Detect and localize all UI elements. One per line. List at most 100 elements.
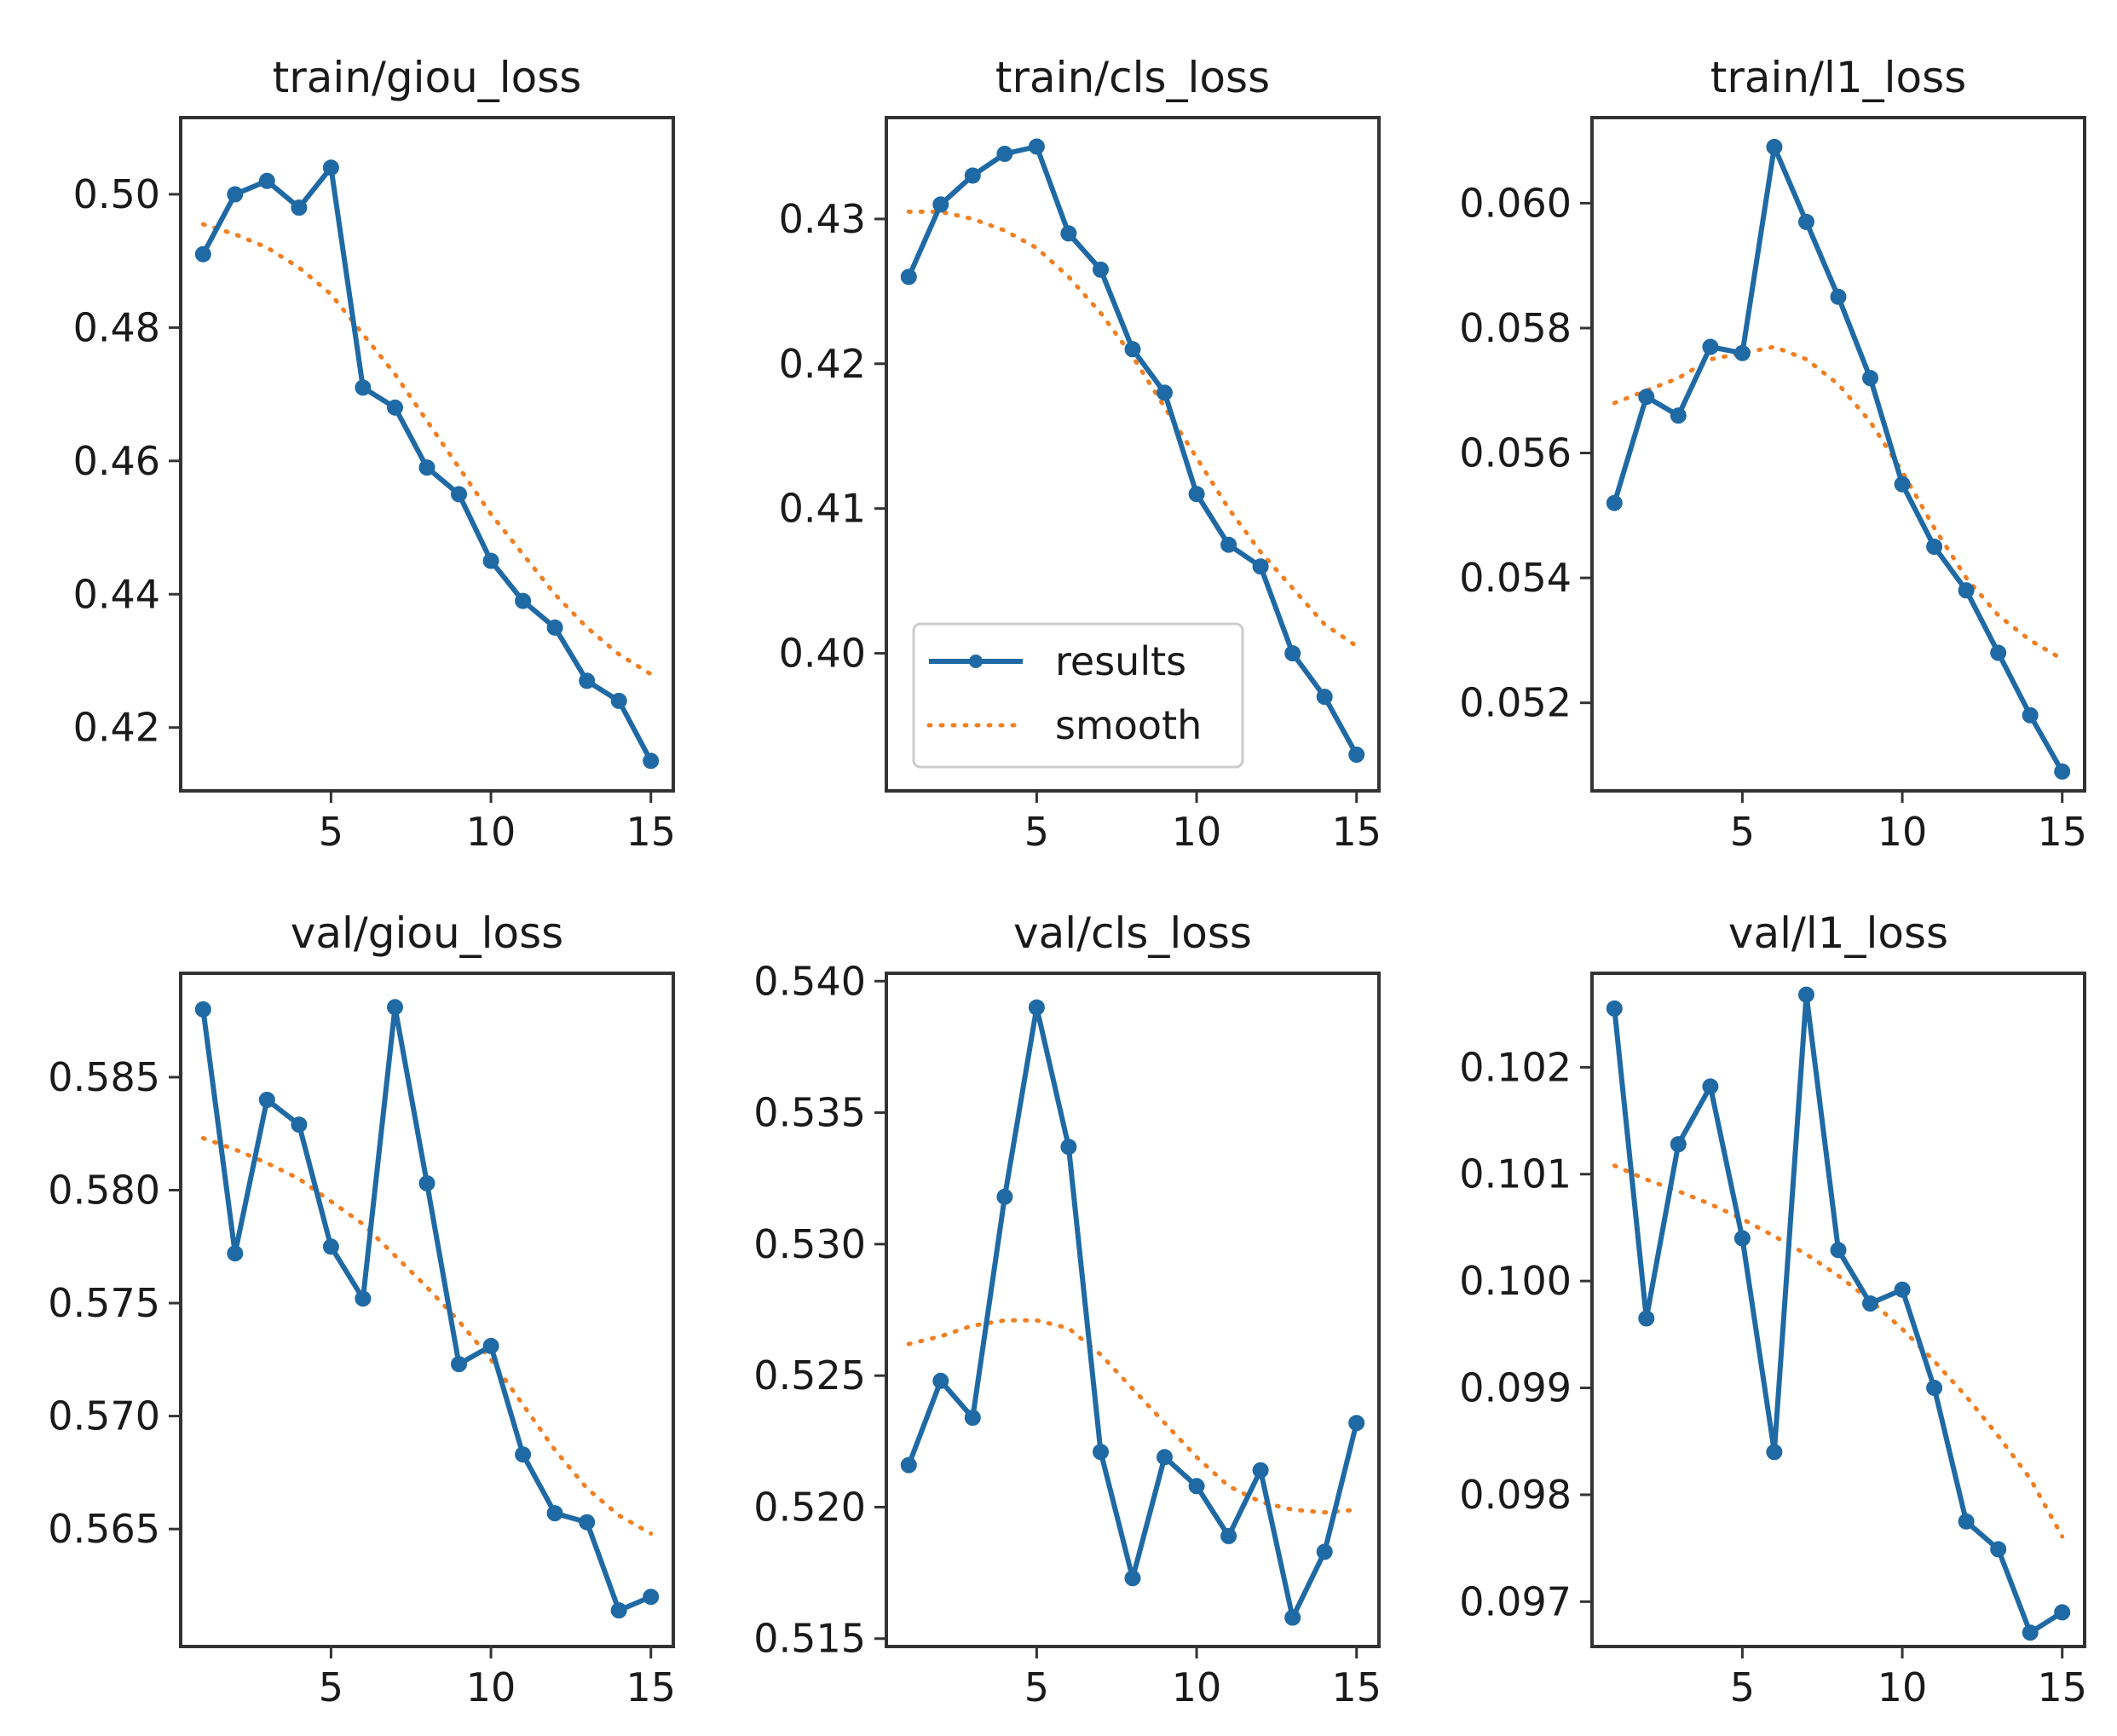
- y-tick-label: 0.580: [48, 1167, 160, 1213]
- x-tick-label: 10: [1172, 809, 1222, 855]
- y-tick-label: 0.101: [1459, 1151, 1572, 1197]
- y-tick-label: 0.565: [48, 1506, 160, 1552]
- data-point-results: [2054, 1604, 2071, 1621]
- data-point-results: [482, 552, 499, 569]
- data-point-results: [2054, 763, 2071, 780]
- data-point-results: [451, 1356, 467, 1373]
- data-point-results: [1157, 1449, 1173, 1466]
- chart-title: train/l1_loss: [1710, 53, 1967, 102]
- data-point-results: [900, 268, 917, 285]
- chart-title: val/cls_loss: [1013, 908, 1252, 958]
- data-point-results: [1060, 1139, 1077, 1156]
- data-point-results: [258, 1092, 275, 1108]
- chart-panel-6: val/l1_loss 0.097 0.098 0.099 0.100 0.101 0.10…: [1459, 908, 2087, 1710]
- x-tick-label: 15: [2037, 1664, 2087, 1710]
- data-point-results: [1638, 1310, 1655, 1327]
- y-tick-label: 0.570: [48, 1393, 160, 1439]
- data-point-results: [387, 399, 403, 416]
- data-point-results: [1766, 1444, 1783, 1461]
- data-point-results: [291, 199, 308, 216]
- chart-panel-2: train/cls_loss 0.40 0.41 0.42 0.43 5 10 15: [779, 53, 1382, 855]
- y-tick-label: 0.099: [1459, 1365, 1572, 1411]
- data-point-results: [1766, 138, 1783, 155]
- y-tick-label: 0.46: [73, 438, 160, 484]
- data-point-results: [258, 172, 275, 189]
- data-point-results: [355, 1290, 372, 1307]
- x-tick-label: 10: [1878, 1664, 1928, 1710]
- data-point-results: [1157, 384, 1173, 401]
- data-point-results: [1060, 225, 1077, 242]
- y-tick-label: 0.575: [48, 1280, 160, 1326]
- data-point-results: [964, 167, 981, 184]
- y-tick-label: 0.42: [779, 341, 866, 387]
- data-point-results: [932, 1372, 949, 1389]
- y-tick-label: 0.520: [753, 1484, 866, 1530]
- y-tick-label: 0.052: [1459, 680, 1572, 726]
- data-point-results: [996, 146, 1013, 162]
- axes-frame: [179, 116, 675, 793]
- data-point-results: [643, 1589, 660, 1606]
- x-tick-label: 5: [1024, 809, 1049, 855]
- y-tick-label: 0.100: [1459, 1258, 1572, 1304]
- y-tick-label: 0.42: [73, 705, 160, 751]
- x-tick-label: 10: [466, 809, 516, 855]
- data-point-results: [515, 1446, 532, 1463]
- data-point-results: [1316, 1543, 1333, 1560]
- data-point-results: [1093, 261, 1109, 278]
- data-point-results: [964, 1410, 981, 1426]
- data-point-results: [1733, 1230, 1751, 1247]
- data-point-results: [227, 186, 244, 203]
- chart-panel-5: val/cls_loss 0.515 0.520 0.525 0.530 0.535 0.5…: [753, 908, 1382, 1710]
- data-point-results: [515, 592, 532, 609]
- data-point-results: [418, 1175, 436, 1191]
- data-point-results: [1733, 344, 1751, 361]
- data-point-results: [355, 379, 372, 396]
- y-tick-label: 0.054: [1459, 555, 1572, 601]
- data-point-results: [1348, 747, 1365, 763]
- data-point-results: [1316, 689, 1333, 706]
- x-tick-label: 5: [1730, 1664, 1755, 1710]
- data-point-results: [322, 159, 339, 176]
- data-point-results: [1124, 341, 1141, 358]
- x-tick-label: 15: [2037, 809, 2087, 855]
- chart-title: train/giou_loss: [273, 53, 582, 102]
- data-point-results: [2022, 707, 2039, 724]
- data-point-results: [451, 486, 467, 503]
- legend-smooth-label: smooth: [1055, 702, 1202, 748]
- data-point-results: [1188, 486, 1205, 503]
- data-point-results: [1252, 1462, 1269, 1479]
- data-point-results: [1702, 338, 1719, 355]
- legend-results-label: results: [1055, 638, 1186, 684]
- x-tick-label: 5: [1730, 809, 1755, 855]
- data-point-results: [1926, 1380, 1943, 1396]
- data-point-results: [1830, 288, 1847, 305]
- data-point-results: [1670, 1136, 1687, 1153]
- data-point-results: [1670, 407, 1687, 424]
- data-point-results: [322, 1238, 339, 1255]
- axes-frame: [179, 972, 675, 1648]
- x-tick-label: 10: [1878, 809, 1928, 855]
- data-point-results: [1606, 1000, 1623, 1017]
- data-point-results: [1894, 476, 1911, 493]
- data-point-results: [1028, 999, 1045, 1016]
- data-point-results: [227, 1245, 244, 1262]
- data-point-results: [2022, 1624, 2039, 1641]
- data-point-results: [900, 1456, 917, 1474]
- data-point-results: [643, 753, 660, 770]
- x-tick-label: 5: [319, 1664, 343, 1710]
- y-tick-label: 0.098: [1459, 1472, 1572, 1518]
- data-point-results: [1990, 1541, 2007, 1558]
- chart-panel-1: train/giou_loss 0.42 0.44 0.46 0.48 0.50 5 10 15: [73, 53, 676, 855]
- y-tick-label: 0.525: [753, 1352, 866, 1399]
- data-point-results: [1606, 494, 1623, 511]
- y-tick-label: 0.41: [779, 486, 866, 532]
- data-point-results: [1894, 1281, 1911, 1298]
- data-point-results: [610, 692, 627, 709]
- chart-title: train/cls_loss: [995, 53, 1270, 102]
- x-tick-label: 15: [1331, 809, 1382, 855]
- data-point-results: [1188, 1478, 1205, 1495]
- axes-frame: [885, 972, 1381, 1648]
- data-point-results: [1990, 644, 2007, 661]
- chart-panel-4: val/giou_loss 0.565 0.570 0.575 0.580 0.585 5 1…: [48, 908, 676, 1710]
